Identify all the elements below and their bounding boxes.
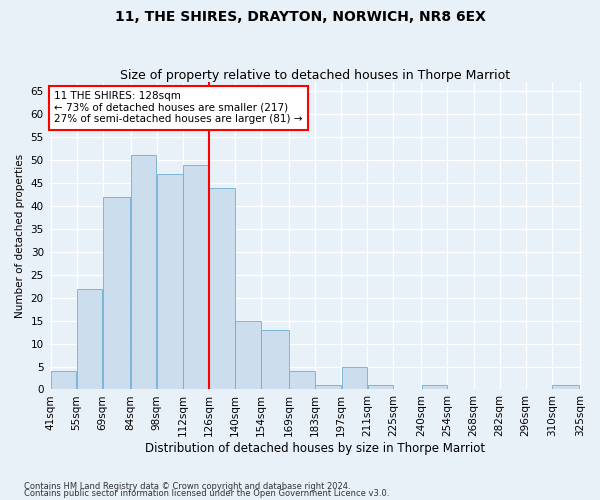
Bar [235, 320, 261, 390]
Bar [77, 288, 103, 390]
Y-axis label: Number of detached properties: Number of detached properties [15, 154, 25, 318]
Title: Size of property relative to detached houses in Thorpe Marriot: Size of property relative to detached ho… [120, 69, 510, 82]
Bar [368, 385, 393, 390]
Bar [103, 196, 130, 390]
Bar [131, 156, 157, 390]
Text: 11, THE SHIRES, DRAYTON, NORWICH, NR8 6EX: 11, THE SHIRES, DRAYTON, NORWICH, NR8 6E… [115, 10, 485, 24]
Bar [422, 385, 447, 390]
Bar [183, 164, 209, 390]
X-axis label: Distribution of detached houses by size in Thorpe Marriot: Distribution of detached houses by size … [145, 442, 485, 455]
Bar [51, 371, 76, 390]
Bar [209, 188, 235, 390]
Text: Contains public sector information licensed under the Open Government Licence v3: Contains public sector information licen… [24, 489, 389, 498]
Bar [316, 385, 341, 390]
Bar [289, 371, 315, 390]
Bar [262, 330, 289, 390]
Bar [157, 174, 182, 390]
Bar [552, 385, 580, 390]
Bar [341, 366, 367, 390]
Text: 11 THE SHIRES: 128sqm
← 73% of detached houses are smaller (217)
27% of semi-det: 11 THE SHIRES: 128sqm ← 73% of detached … [54, 91, 302, 124]
Text: Contains HM Land Registry data © Crown copyright and database right 2024.: Contains HM Land Registry data © Crown c… [24, 482, 350, 491]
